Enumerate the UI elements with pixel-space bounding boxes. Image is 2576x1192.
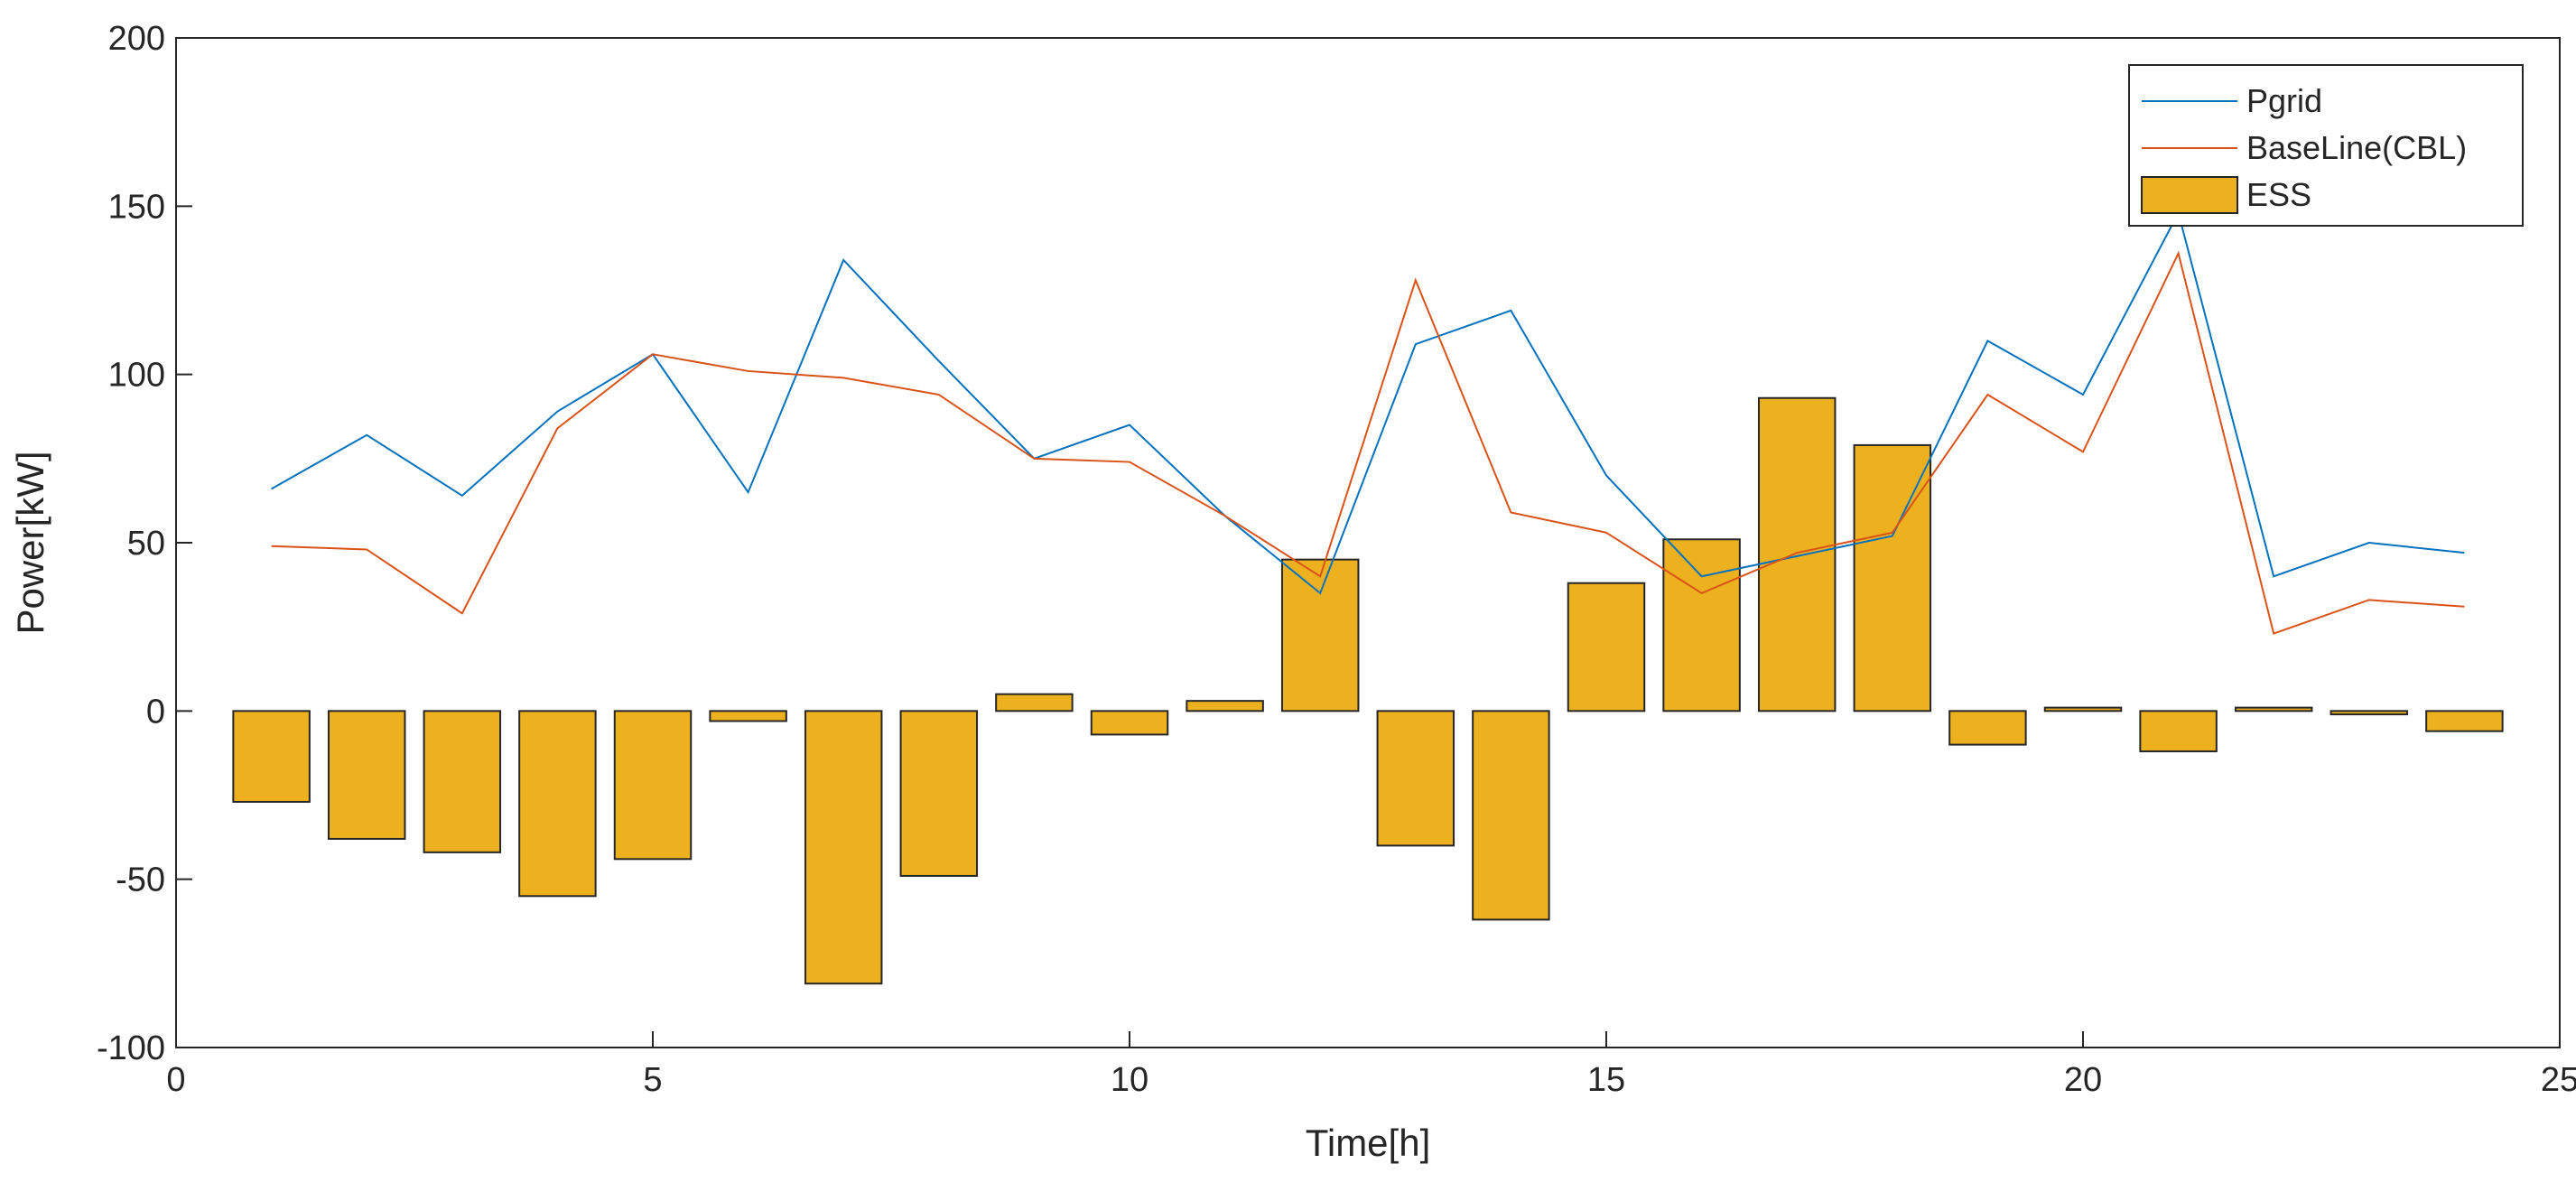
ess-bar-6 [709,710,787,722]
ess-bar-9 [995,693,1074,712]
ess-bar-2 [327,710,406,840]
ess-bar-24 [2425,710,2504,732]
ess-bar-7 [804,710,883,985]
y-tick-label-200: 200 [108,20,165,58]
x-tick-label-15: 15 [1587,1061,1625,1099]
pgrid-line [271,210,2465,595]
ess-bar-13 [1376,710,1455,847]
y-tick-label-100: 100 [108,357,165,395]
legend-label-pgrid: Pgrid [2246,82,2322,119]
ess-bar-22 [2234,706,2313,712]
ess-bar-12 [1280,558,1360,712]
ess-bar-3 [423,710,502,853]
ess-bar-19 [1948,710,2027,746]
x-tick-label-10: 10 [1111,1061,1149,1099]
x-axis-label: Time[h] [1306,1122,1430,1164]
ess-bar-11 [1186,700,1264,712]
ess-bars [232,396,2504,985]
x-tick-label-25: 25 [2541,1061,2576,1099]
y-tick-label-50: 50 [127,525,165,563]
y-axis-label: Power[kW] [9,451,51,634]
legend: Pgrid BaseLine(CBL) ESS [2128,64,2524,227]
ess-bar-21 [2139,710,2218,753]
y-tick-label-150: 150 [108,188,165,226]
x-axis-ticks: 0 5 10 15 20 25 [166,1031,2576,1099]
legend-label-ess: ESS [2246,176,2311,213]
x-tick-label-5: 5 [643,1061,662,1099]
y-tick-label--100: -100 [97,1029,165,1067]
ess-bar-17 [1757,396,1837,712]
series-lines [271,210,2465,635]
ess-bar-23 [2330,710,2409,716]
ess-bar-4 [518,710,597,898]
ess-bar-5 [613,710,693,861]
y-axis-ticks: -100 -50 0 50 100 150 200 [97,20,192,1067]
legend-swatch-ess [2141,176,2238,214]
ess-bar-10 [1090,710,1169,736]
ess-bar-15 [1567,582,1646,712]
ess-bar-16 [1662,538,1741,712]
y-tick-label-0: 0 [146,693,165,731]
ess-bar-14 [1472,710,1550,921]
ess-bar-8 [899,710,979,877]
ess-bar-20 [2043,706,2123,712]
ess-bar-18 [1853,443,1932,712]
ess-bar-1 [232,710,311,803]
y-tick-label--50: -50 [116,861,165,899]
x-tick-label-0: 0 [166,1061,185,1099]
x-tick-label-20: 20 [2064,1061,2102,1099]
legend-label-baseline: BaseLine(CBL) [2246,129,2467,166]
baseline-cbl-line [271,250,2465,635]
